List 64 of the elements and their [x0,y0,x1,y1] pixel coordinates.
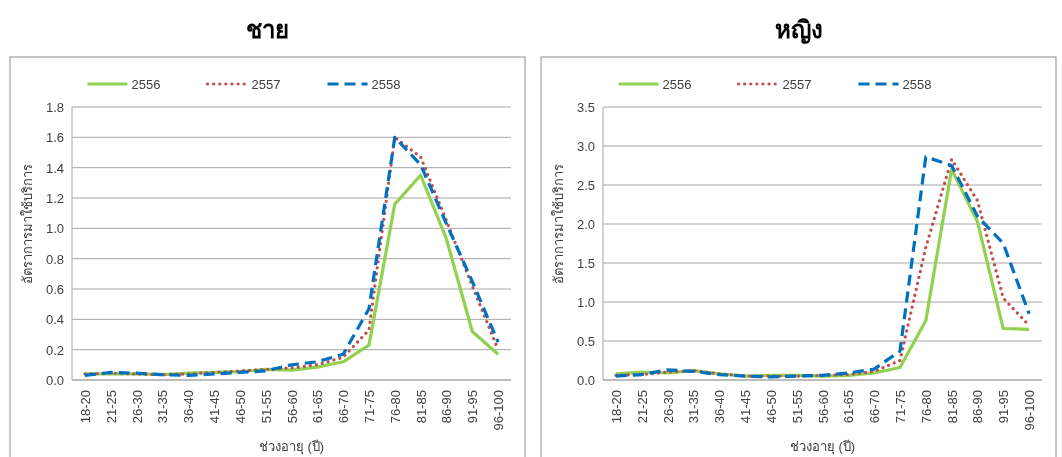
x-tick-label: 86-90 [439,390,455,424]
legend-label: 2558 [371,77,401,92]
x-tick-label: 71-75 [892,390,908,424]
x-tick-label: 96-100 [1022,390,1038,431]
x-tick-label: 76-80 [918,390,934,424]
x-tick-label: 61-65 [841,390,857,424]
x-tick-label: 26-30 [129,390,145,424]
x-tick-label: 91-95 [996,390,1012,424]
chart-title: หญิง [774,16,823,44]
x-tick-label: 41-45 [207,390,223,424]
y-tick-label: 0.0 [45,373,64,388]
x-tick-label: 46-50 [763,390,779,424]
x-tick-label: 41-45 [738,390,754,424]
x-tick-label: 26-30 [660,390,676,424]
x-tick-label: 71-75 [361,390,377,424]
legend-label: 2556 [131,77,161,92]
y-tick-label: 0.6 [45,282,64,297]
y-tick-label: 2.0 [576,217,595,232]
legend-label: 2557 [782,77,812,92]
x-tick-label: 66-70 [336,390,352,424]
x-tick-label: 46-50 [232,390,248,424]
x-tick-label: 51-55 [258,390,274,424]
legend-label: 2558 [902,77,932,92]
y-tick-label: 0.2 [45,342,64,358]
y-tick-label: 0.8 [45,251,64,267]
y-tick-label: 1.2 [45,191,64,206]
x-tick-label: 31-35 [686,390,702,424]
x-tick-label: 81-85 [944,390,960,424]
x-tick-label: 86-90 [970,390,986,424]
x-tick-label: 21-25 [103,390,119,424]
x-tick-label: 51-55 [789,390,805,424]
y-tick-label: 1.4 [45,160,64,176]
x-tick-label: 76-80 [387,390,403,424]
y-tick-label: 0.5 [576,334,595,349]
legend-label: 2557 [251,77,281,92]
y-tick-label: 1.0 [576,295,595,310]
x-tick-label: 18-20 [77,390,93,424]
x-tick-label: 81-85 [413,390,429,424]
x-tick-label: 31-35 [155,390,171,424]
x-tick-label: 36-40 [181,390,197,424]
y-tick-label: 3.0 [576,139,595,154]
x-tick-label: 61-65 [310,390,326,424]
y-axis-title: อัตราการมาใช้บริการ [20,163,35,284]
chart-title: ชาย [246,16,289,43]
x-tick-label: 56-60 [815,390,831,424]
x-tick-label: 91-95 [465,390,481,424]
x-tick-label: 56-60 [284,390,300,424]
x-tick-label: 96-100 [491,390,507,431]
y-tick-label: 1.8 [45,100,64,115]
legend-label: 2556 [662,77,692,92]
y-axis-title: อัตราการมาใช้บริการ [551,163,566,284]
x-tick-label: 66-70 [867,390,883,424]
x-tick-label: 36-40 [712,390,728,424]
y-tick-label: 1.0 [45,221,64,237]
y-tick-label: 3.5 [576,100,595,115]
x-tick-label: 21-25 [634,390,650,424]
y-tick-label: 0.0 [576,373,595,388]
y-tick-label: 0.4 [45,312,64,328]
x-axis-title: ช่วงอายุ (ปี) [789,439,856,455]
y-tick-label: 1.5 [576,256,595,271]
y-tick-label: 2.5 [576,178,595,193]
x-axis-title: ช่วงอายุ (ปี) [258,439,325,455]
y-tick-label: 1.6 [45,130,64,146]
x-tick-label: 18-20 [608,390,624,424]
